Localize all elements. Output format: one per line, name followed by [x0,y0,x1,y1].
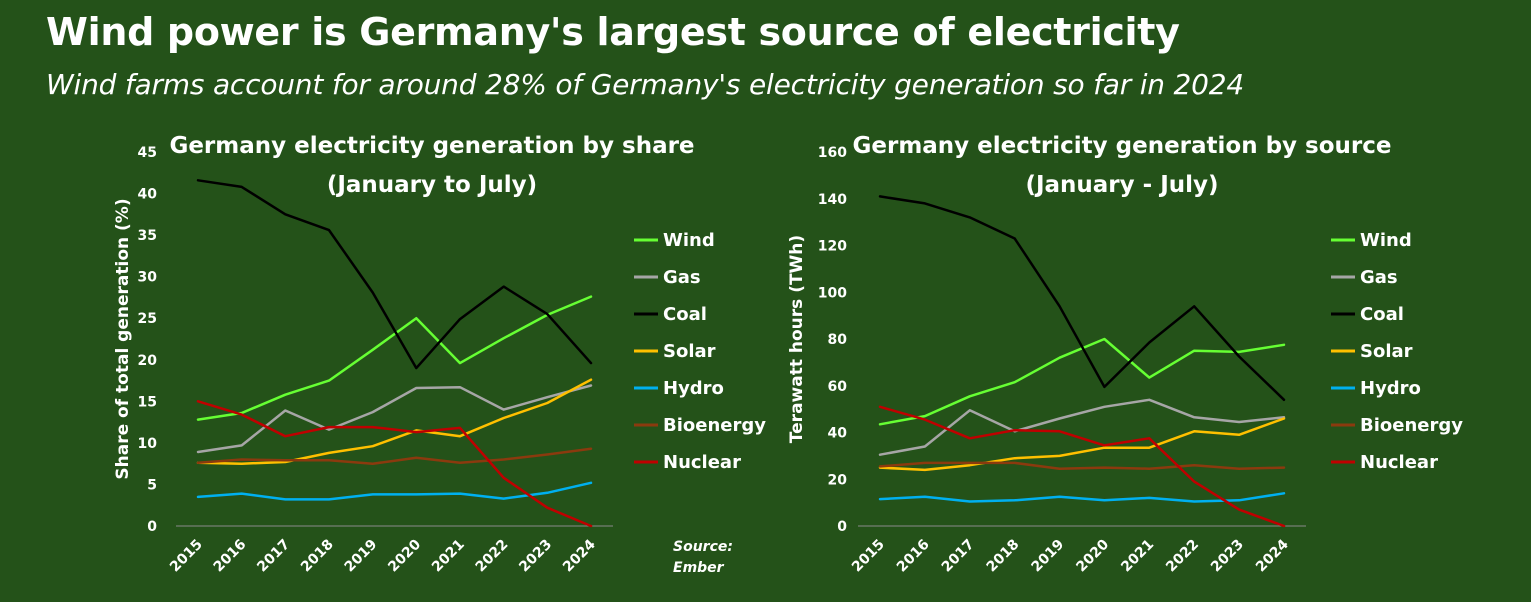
chart1-x-tick-label: 2018 [298,537,337,576]
chart2-y-tick-label: 40 [828,426,848,442]
chart2-y-tick-label: 120 [818,239,847,255]
chart2-y-axis-label: Terawatt hours (TWh) [787,235,807,443]
chart2-series-hydro [878,492,1286,503]
chart2-x-tick-label: 2019 [1029,537,1068,576]
chart1-x-tick-label: 2022 [473,537,512,576]
chart2-legend-label-gas: Gas [1360,267,1398,288]
chart2-y-tick-label: 140 [818,192,847,208]
chart2-legend-label-nuclear: Nuclear [1360,452,1438,473]
chart1-series-solar [196,378,593,465]
chart1-series-hydro [196,481,593,501]
chart2-series-solar [878,417,1286,472]
chart2-x-tick-label: 2024 [1253,536,1292,575]
chart1-y-tick-label: 40 [138,187,158,203]
chart2-x-tick-label: 2017 [939,537,978,576]
main-title: Wind power is Germany's largest source o… [46,10,1180,54]
chart1-legend-label-gas: Gas [663,267,701,288]
chart1-y-tick-label: 15 [138,394,157,410]
chart1-series-bioenergy [196,447,593,465]
chart1-x-tick-label: 2023 [516,537,555,576]
chart1-y-tick-label: 30 [138,270,158,286]
chart2-legend-label-solar: Solar [1360,341,1413,362]
chart2-x-tick-label: 2022 [1163,537,1202,576]
chart1-x-tick-label: 2016 [211,537,250,576]
chart2-y-tick-label: 0 [837,519,847,535]
chart1-x-tick-label: 2015 [167,537,206,576]
chart1-series-coal [196,179,593,370]
chart1-title-line2: (January to July) [327,172,537,198]
chart2-y-tick-label: 80 [828,332,848,348]
chart1-series-nuclear [196,400,593,528]
chart1-title-line1: Germany electricity generation by share [169,133,694,159]
chart1-x-tick-label: 2020 [385,536,424,575]
chart2-series-coal [878,195,1286,402]
chart1-legend-label-solar: Solar [663,341,716,362]
chart1-x-tick-label: 2019 [342,537,381,576]
chart1-series-wind [196,295,593,421]
chart1-series-gas [196,384,593,454]
chart2-y-tick-label: 160 [818,145,847,161]
chart2-x-tick-label: 2021 [1118,537,1157,576]
chart1-x-tick-label: 2017 [254,537,293,576]
chart2-x-tick-label: 2018 [984,537,1023,576]
source-note: Source: Ember [673,537,733,579]
chart1-y-tick-label: 5 [147,477,157,493]
source-name: Ember [673,560,724,576]
chart1-legend-label-bioenergy: Bioenergy [663,415,766,436]
chart2-x-tick-label: 2015 [849,537,888,576]
chart1-y-tick-label: 10 [138,436,158,452]
chart1-legend-label-wind: Wind [663,230,715,251]
chart2-x-tick-label: 2020 [1073,536,1112,575]
chart2-y-tick-label: 100 [818,285,847,301]
chart1-y-tick-label: 0 [147,519,157,535]
chart1-legend-label-hydro: Hydro [663,378,724,399]
chart2-series-bioenergy [878,461,1286,470]
chart2-legend-label-coal: Coal [1360,304,1404,325]
chart2-legend-label-wind: Wind [1360,230,1412,251]
chart1-y-tick-label: 45 [138,145,157,161]
chart2-y-tick-label: 60 [828,379,848,395]
chart1-y-tick-label: 20 [138,353,158,369]
chart1-x-tick-label: 2021 [429,537,468,576]
chart1-y-tick-label: 25 [138,311,157,327]
chart2-x-tick-label: 2023 [1208,537,1247,576]
chart2-series-nuclear [878,405,1286,528]
chart2-title-line2: (January - July) [1025,172,1218,198]
main-subtitle: Wind farms account for around 28% of Ger… [46,68,1245,101]
source-label: Source: [673,539,733,555]
chart2-x-tick-label: 2016 [894,537,933,576]
chart2-title-line1: Germany electricity generation by source [853,133,1392,159]
chart1-y-tick-label: 35 [138,228,157,244]
chart1-x-tick-label: 2024 [560,536,599,575]
chart2-y-tick-label: 20 [828,472,848,488]
chart2-legend-label-bioenergy: Bioenergy [1360,415,1463,436]
chart1-y-axis-label: Share of total generation (%) [113,198,133,479]
chart2-legend-label-hydro: Hydro [1360,378,1421,399]
chart1-legend-label-coal: Coal [663,304,707,325]
chart1-legend-label-nuclear: Nuclear [663,452,741,473]
